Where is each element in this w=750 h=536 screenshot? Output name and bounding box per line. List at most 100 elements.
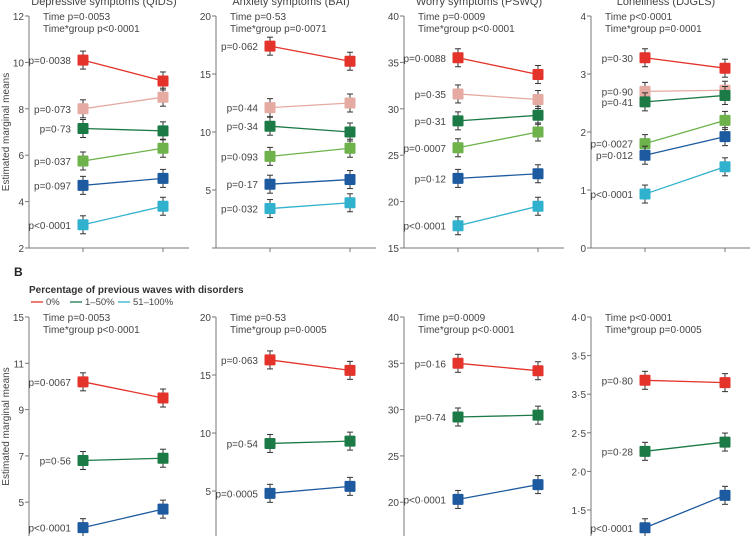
y-tick-label: 20 bbox=[200, 313, 212, 324]
significance-annotation: Time p=0·0009 bbox=[418, 12, 486, 23]
series-line-red bbox=[644, 379, 726, 384]
data-point-blue bbox=[77, 522, 89, 534]
panel-A-1: Depressive symptoms (QIDS) Estimated marg… bbox=[1, 0, 189, 255]
series-line-darkgreen bbox=[269, 125, 351, 133]
y-tick-label: 15 bbox=[388, 244, 400, 255]
significance-annotation: Time*group p=0·0001 bbox=[605, 24, 702, 35]
y-axis-label: Estimated marginal means bbox=[1, 73, 12, 191]
data-point-darkgreen bbox=[77, 123, 89, 135]
data-point-blue bbox=[639, 522, 651, 534]
data-point-red bbox=[639, 374, 651, 386]
data-point-darkgreen bbox=[639, 445, 651, 457]
data-point-blue bbox=[719, 489, 731, 501]
p-value-label: p=0·093 bbox=[221, 152, 258, 163]
p-value-label: p=0·0067 bbox=[28, 378, 71, 389]
data-point-darkgreen bbox=[157, 452, 169, 464]
significance-annotation: Time p=0·53 bbox=[230, 12, 286, 23]
data-point-blue bbox=[344, 174, 356, 186]
data-point-blue bbox=[719, 131, 731, 143]
p-value-label: p<0·0001 bbox=[28, 524, 71, 535]
y-tick-label: 20 bbox=[388, 198, 400, 209]
legend-label: 1–50% bbox=[85, 297, 115, 308]
data-point-red bbox=[344, 364, 356, 376]
p-value-label: p<0·0001 bbox=[590, 190, 633, 201]
series-line-red bbox=[82, 59, 164, 82]
p-value-label: p=0·037 bbox=[34, 157, 71, 168]
p-value-label: p=0·12 bbox=[415, 174, 447, 185]
data-point-darkgreen bbox=[639, 96, 651, 108]
y-tick-label: 35 bbox=[388, 58, 400, 69]
data-point-red bbox=[264, 40, 276, 52]
data-point-red bbox=[719, 377, 731, 389]
data-point-red bbox=[639, 52, 651, 64]
data-point-darkgreen bbox=[452, 411, 464, 423]
significance-annotation: Time*group p=0·0071 bbox=[230, 24, 327, 35]
panel-title: Loneliness (DJGLS) bbox=[617, 0, 715, 8]
y-tick-label: 20 bbox=[200, 12, 212, 23]
data-point-darkgreen bbox=[719, 436, 731, 448]
p-value-label: p=0·80 bbox=[602, 376, 634, 387]
series-line-cyan bbox=[644, 166, 726, 195]
p-value-label: p=0·30 bbox=[602, 54, 634, 65]
data-point-red bbox=[452, 357, 464, 369]
data-point-red bbox=[77, 54, 89, 66]
data-point-pink bbox=[452, 88, 464, 100]
y-tick-label: 4 bbox=[580, 12, 586, 23]
y-tick-label: 15 bbox=[200, 371, 212, 382]
data-point-pink bbox=[77, 103, 89, 115]
y-tick-label: 1 bbox=[580, 186, 586, 197]
series-line-pink bbox=[82, 96, 164, 110]
panel-A-3: Worry symptoms (PSWQ) 40 35 30 25 20 15 Time p=… bbox=[388, 0, 564, 255]
data-point-lightgreen bbox=[344, 142, 356, 154]
data-point-cyan bbox=[639, 188, 651, 200]
p-value-label: p<0·0001 bbox=[28, 221, 71, 232]
data-point-cyan bbox=[157, 200, 169, 212]
series-line-red bbox=[457, 57, 539, 76]
data-point-lightgreen bbox=[77, 155, 89, 167]
data-point-cyan bbox=[532, 200, 544, 212]
data-point-lightgreen bbox=[532, 126, 544, 138]
y-tick-label: 11 bbox=[14, 359, 25, 370]
data-point-blue bbox=[532, 479, 544, 491]
data-point-darkgreen bbox=[264, 120, 276, 132]
series-line-pink bbox=[644, 89, 726, 93]
significance-annotation: Time*group p<0·0001 bbox=[43, 325, 140, 336]
legend-title: Percentage of previous waves with disord… bbox=[29, 285, 244, 296]
significance-annotation: Time p=0·0009 bbox=[418, 313, 486, 324]
panel-B-1: Estimated marginal means 15 11 9 7 5 Time p=0·… bbox=[1, 313, 169, 536]
panel-title: Anxiety symptoms (BAI) bbox=[232, 0, 349, 8]
p-value-label: p=0·097 bbox=[34, 181, 71, 192]
series-line-red bbox=[644, 57, 726, 69]
data-point-red bbox=[344, 55, 356, 67]
y-tick-label: 12 bbox=[13, 12, 25, 23]
series-line-darkgreen bbox=[644, 94, 726, 103]
significance-annotation: Time*group p=0·0005 bbox=[230, 325, 327, 336]
y-tick-label: 10 bbox=[200, 429, 212, 440]
series-line-cyan bbox=[269, 202, 351, 210]
data-point-red bbox=[77, 376, 89, 388]
p-value-label: p=0·0027 bbox=[590, 140, 633, 151]
y-tick-label: 0 bbox=[580, 244, 586, 255]
y-tick-label: 2·0 bbox=[572, 467, 587, 478]
data-point-red bbox=[452, 52, 464, 64]
data-point-blue bbox=[452, 172, 464, 184]
panel-A-4: Loneliness (DJGLS) 4 3 2 1 0 Time p<0·0001Time… bbox=[580, 0, 750, 255]
series-line-darkgreen bbox=[457, 414, 539, 418]
series-line-darkgreen bbox=[644, 441, 726, 452]
significance-annotation: Time p=0·0053 bbox=[43, 12, 111, 23]
p-value-label: p=0·0007 bbox=[403, 144, 446, 155]
significance-annotation: Time*group p<0·0001 bbox=[418, 325, 515, 336]
p-value-label: p=0·41 bbox=[602, 98, 634, 109]
series-line-red bbox=[457, 362, 539, 372]
data-point-blue bbox=[77, 179, 89, 191]
series-line-red bbox=[269, 45, 351, 62]
p-value-label: p=0·90 bbox=[602, 87, 634, 98]
y-tick-label: 3·5 bbox=[572, 390, 587, 401]
data-point-lightgreen bbox=[719, 114, 731, 126]
p-value-label: p=0·73 bbox=[40, 125, 72, 136]
y-tick-label: 20 bbox=[388, 498, 400, 509]
panel-B-4: 4·0 3·5 3·5 2·5 2·0 1·5 Time p<0·0001Time*grou… bbox=[572, 313, 731, 536]
series-line-darkgreen bbox=[457, 114, 539, 122]
series-line-lightgreen bbox=[82, 147, 164, 162]
